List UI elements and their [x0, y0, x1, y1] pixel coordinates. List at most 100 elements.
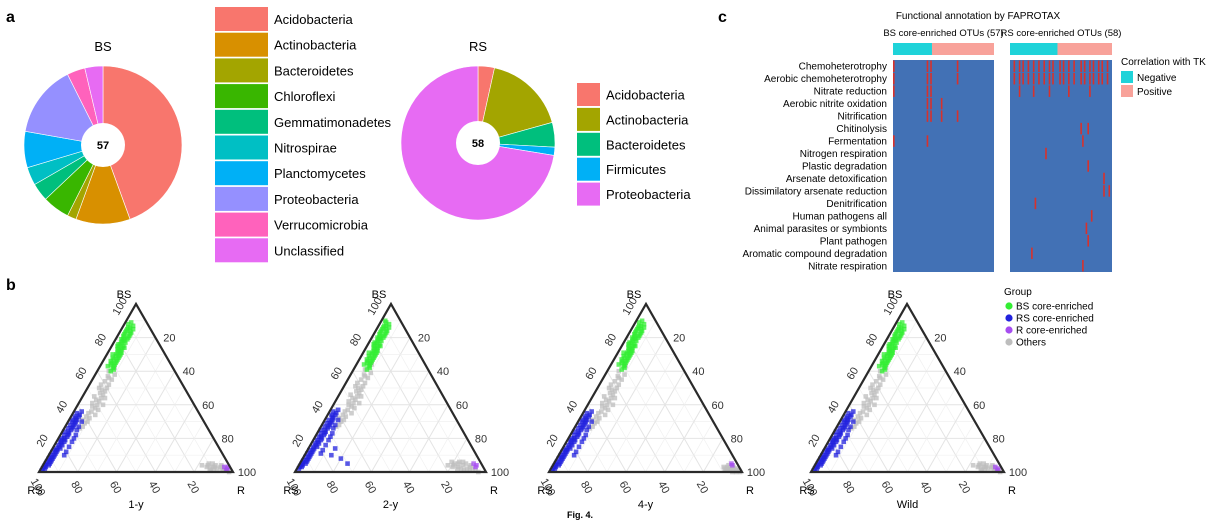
rs-tick-label: 20: [694, 479, 711, 496]
ternary-point: [608, 382, 614, 387]
heatmap-cell: [1106, 72, 1109, 85]
ternary-point: [560, 449, 565, 455]
r-tick-label: 20: [934, 333, 946, 345]
ternary-point: [471, 461, 476, 466]
ternary-xlabel: Wild: [897, 499, 918, 511]
r-tick-label: 100: [491, 467, 509, 479]
column-group-label: BS core-enriched OTUs (57): [883, 28, 1003, 39]
pie-hole: [81, 123, 125, 167]
ternary-point: [869, 390, 874, 396]
ternary-point: [316, 441, 322, 446]
heatmap-cell: [1087, 122, 1089, 135]
ternary-point: [115, 347, 120, 352]
ternary-point: [460, 462, 466, 468]
legend-label: Bacteroidetes: [606, 137, 686, 152]
ternary-point: [99, 387, 105, 392]
r-tick-label: 80: [475, 433, 487, 445]
apex-label-rs: RS: [537, 485, 552, 497]
ternary-point: [584, 427, 590, 433]
heatmap-block: [893, 60, 994, 272]
ternary-point: [881, 352, 887, 357]
ternary-point: [122, 345, 127, 350]
ternary-point: [119, 340, 124, 345]
ternary-point: [321, 432, 327, 438]
legend-swatch: [215, 32, 268, 57]
panel-label-a: a: [6, 9, 15, 26]
heatmap-cell: [1018, 60, 1021, 72]
legend-label: Bacteroidetes: [274, 63, 354, 78]
r-tick-label: 40: [692, 366, 704, 378]
bs-tick-label: 40: [310, 399, 327, 416]
pie-slice: [477, 67, 553, 144]
heatmap-cell: [930, 110, 932, 122]
ternary-point: [305, 451, 310, 456]
apex-label-rs: RS: [27, 485, 42, 497]
r-tick-label: 80: [221, 433, 233, 445]
tk-negative-bar: [1010, 43, 1058, 55]
r-tick-label: 80: [731, 433, 743, 445]
ternary-point: [115, 343, 120, 349]
ternary-point: [844, 414, 849, 419]
ternary-point: [571, 429, 577, 434]
ternary-point: [901, 326, 907, 332]
ternary-point: [566, 442, 571, 448]
ternary-point: [96, 399, 102, 404]
ternary-point: [381, 333, 387, 339]
heatmap-cell: [1022, 72, 1024, 85]
ternary-point: [603, 397, 609, 403]
ternary-point: [56, 442, 61, 448]
grid-line: [702, 438, 724, 473]
ternary-point: [199, 462, 205, 468]
heatmap-cell: [1043, 60, 1046, 72]
ternary-point: [204, 464, 210, 470]
ternary-point: [65, 426, 71, 431]
ternary-point: [296, 466, 302, 471]
heatmap-cell: [1018, 85, 1021, 97]
ternary-point: [322, 424, 328, 429]
ternary-point: [211, 466, 216, 471]
ternary-point: [335, 407, 341, 413]
annotation-legend-label: Positive: [1137, 87, 1172, 98]
annotation-legend-swatch: [1121, 85, 1133, 97]
ternary-point: [581, 436, 587, 441]
grid-line: [351, 354, 420, 473]
ternary-point: [74, 427, 80, 433]
legend-swatch: [215, 109, 268, 134]
grid-line: [390, 387, 439, 473]
ternary-point: [549, 468, 555, 473]
grid-line: [193, 438, 215, 473]
ternary-point: [579, 439, 585, 445]
ternary-point: [630, 338, 635, 344]
heatmap-cell: [1048, 85, 1051, 97]
ternary-point: [368, 360, 374, 366]
rs-tick-label: 40: [917, 479, 934, 496]
ternary-point: [378, 343, 383, 349]
ternary-point: [98, 382, 104, 387]
heatmap-cell: [1073, 72, 1075, 85]
ternary-point: [833, 439, 839, 445]
ternary-point: [721, 464, 726, 470]
ternary-point: [318, 437, 324, 443]
heatmap-cell: [940, 110, 943, 122]
heatmap-row-label: Chemoheterotrophy: [799, 62, 887, 73]
ternary-point: [314, 444, 320, 450]
ternary-point: [93, 397, 99, 403]
ternary-point: [356, 390, 362, 396]
ternary-point: [312, 441, 318, 446]
heatmap-cell: [1080, 122, 1082, 135]
ternary-point: [597, 415, 602, 421]
ternary-point: [348, 392, 353, 398]
ternary-point: [890, 340, 895, 345]
ternary-point: [893, 345, 898, 350]
heatmap-cell: [1052, 60, 1054, 72]
ternary-point: [53, 447, 58, 453]
ternary-point: [863, 394, 869, 399]
ternary-point: [882, 367, 888, 372]
ternary-point: [843, 436, 848, 441]
ternary-point: [366, 350, 372, 356]
ternary-point: [94, 402, 100, 408]
ternary-point: [365, 375, 371, 381]
ternary-point: [47, 457, 52, 463]
heatmap-cell: [1089, 60, 1091, 72]
ternary-point: [595, 419, 600, 424]
